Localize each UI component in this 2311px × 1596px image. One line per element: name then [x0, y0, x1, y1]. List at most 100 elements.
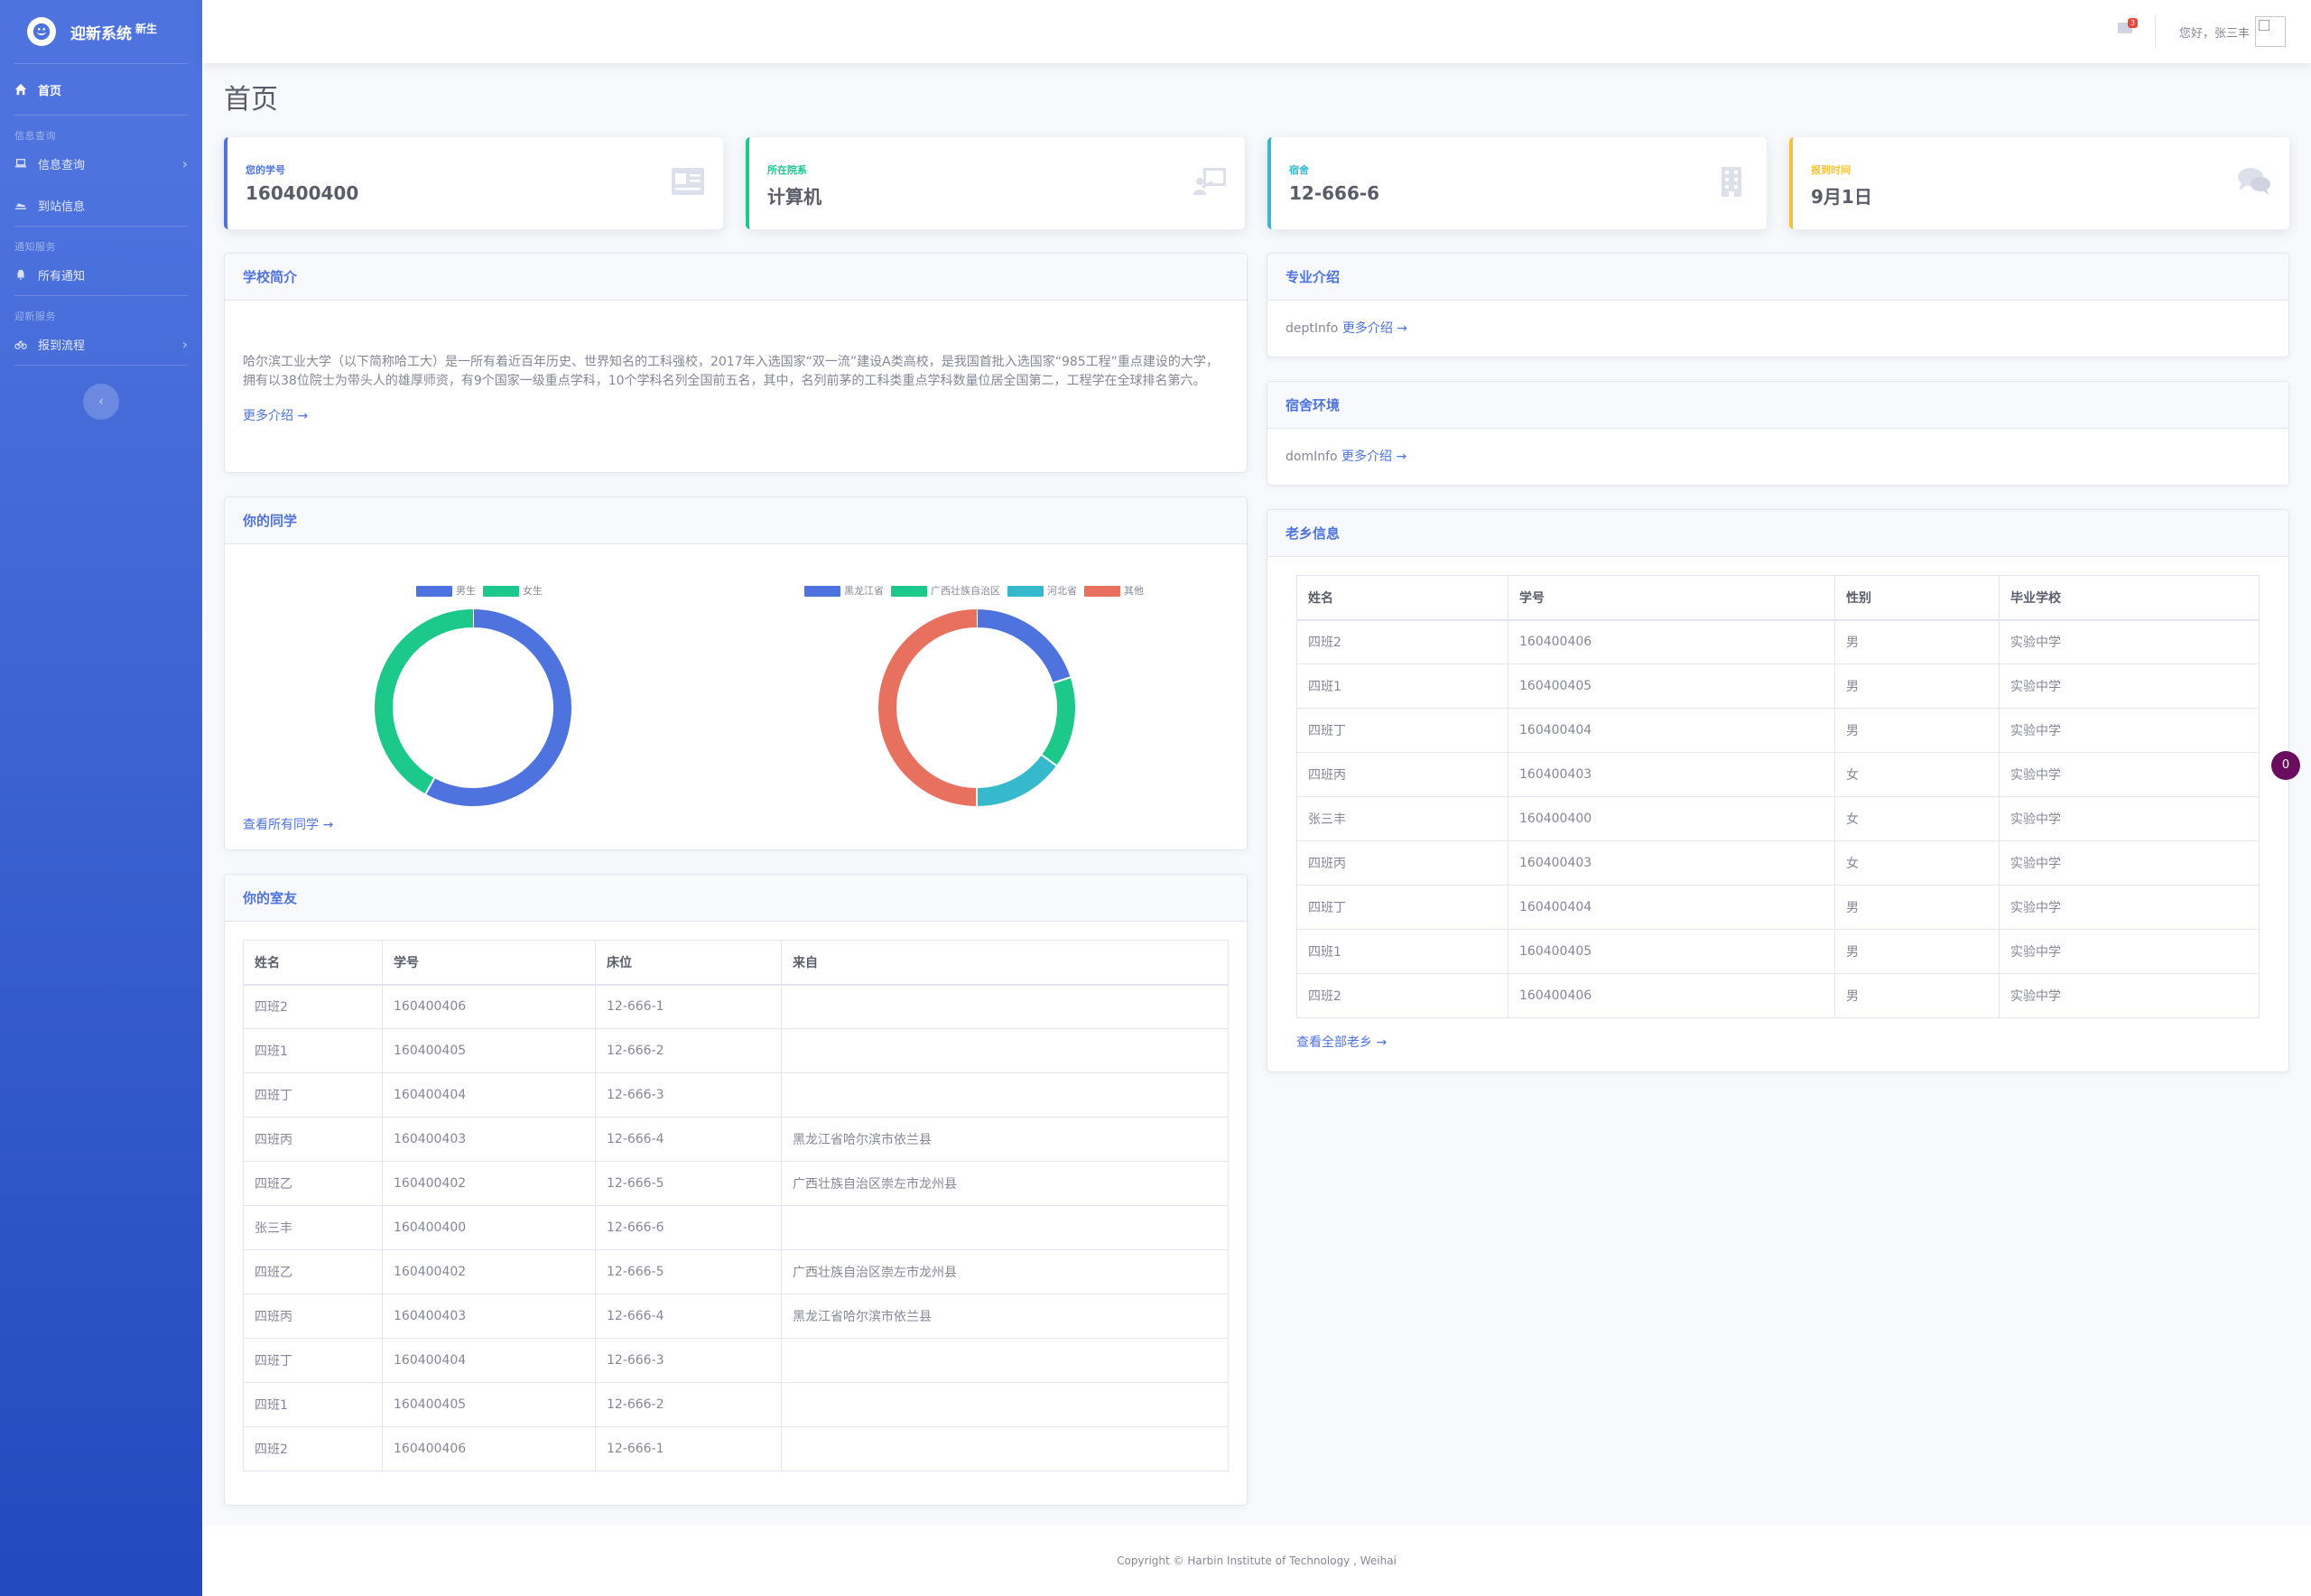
table-cell: 四班1	[1296, 929, 1508, 974]
sidebar-item-info-query[interactable]: 信息查询 ›	[0, 143, 202, 184]
table-row: 四班乙 160400402 12-666-5 广西壮族自治区崇左市龙州县	[243, 1161, 1229, 1206]
table-cell: 四班丁	[1296, 885, 1508, 930]
stat-value: 160400400	[246, 182, 359, 204]
table-cell	[781, 1382, 1229, 1427]
column-header: 学号	[1508, 575, 1835, 621]
legend-label: 河北省	[1047, 585, 1077, 597]
table-cell: 160400403	[382, 1117, 596, 1162]
stat-value: 12-666-6	[1289, 182, 1380, 204]
plane-icon	[14, 199, 32, 211]
table-row: 四班丁 160400404 12-666-3	[243, 1072, 1229, 1118]
table-cell: 四班2	[243, 984, 383, 1029]
table-cell: 四班丁	[243, 1338, 383, 1383]
major-intro-more-link[interactable]: 更多介绍 →	[1341, 321, 1408, 336]
legend-label: 黑龙江省	[844, 585, 884, 597]
legend-item[interactable]: 广西壮族自治区	[891, 583, 1000, 598]
table-cell: 12-666-5	[595, 1249, 782, 1294]
table-row: 四班2 160400406 男实验中学	[1296, 973, 2260, 1018]
donut-slice-河北省[interactable]	[976, 755, 1057, 806]
table-cell: 男	[1834, 973, 2000, 1018]
province-legend: 黑龙江省 广西壮族自治区 河北省 其他	[804, 583, 1144, 598]
school-intro-card: 学校简介 哈尔滨工业大学（以下简称哈工大）是一所有着近百年历史、世界知名的工科强…	[224, 253, 1248, 473]
donut-slice-女生[interactable]	[375, 609, 474, 794]
stat-value: 9月1日	[1811, 186, 1872, 208]
legend-item[interactable]: 男生	[416, 583, 476, 598]
table-cell: 实验中学	[1999, 796, 2260, 841]
table-cell: 160400405	[382, 1382, 596, 1427]
dorm-env-more-link[interactable]: 更多介绍 →	[1341, 450, 1407, 464]
brand-sup: 新生	[135, 22, 158, 35]
copyright-text: Copyright © Harbin Institute of Technolo…	[1117, 1554, 1397, 1567]
sidebar-item-notifications[interactable]: 所有通知	[0, 254, 202, 295]
dorm-env-text: domInfo	[1285, 450, 1338, 464]
column-header: 来自	[781, 940, 1229, 986]
table-cell: 160400403	[382, 1294, 596, 1339]
stat-card-student-id: 您的学号 160400400	[224, 137, 723, 229]
legend-item[interactable]: 其他	[1084, 583, 1144, 598]
table-cell	[781, 1028, 1229, 1073]
gender-donut-chart	[375, 609, 571, 806]
table-cell: 160400403	[1508, 752, 1835, 797]
table-cell: 男	[1834, 619, 2000, 664]
table-cell: 12-666-5	[595, 1161, 782, 1206]
donut-slice-黑龙江省[interactable]	[976, 609, 1071, 683]
sidebar-item-home[interactable]: 首页	[0, 64, 202, 115]
table-cell: 160400400	[1508, 796, 1835, 841]
table-cell: 12-666-2	[595, 1382, 782, 1427]
card-body: deptInfo 更多介绍 →	[1267, 301, 2288, 355]
main-content: 首页	[224, 63, 2289, 119]
table-row: 四班丁 160400404 男实验中学	[1296, 885, 2260, 930]
table-cell: 12-666-6	[595, 1205, 782, 1250]
school-intro-more-link[interactable]: 更多介绍 →	[243, 409, 309, 423]
donut-slice-男生[interactable]	[425, 609, 571, 806]
brand[interactable]: 迎新系统 新生	[0, 0, 202, 63]
sidebar-item-arrival[interactable]: 到站信息	[0, 184, 202, 226]
table-header-row: 姓名 学号 床位 来自	[243, 940, 1229, 986]
legend-label: 其他	[1124, 585, 1144, 597]
hometown-table: 姓名 学号 性别 毕业学校 四班2 160400406 男实验中学 四班1 160400405…	[1296, 575, 2260, 1018]
table-cell: 张三丰	[1296, 796, 1508, 841]
id-card-icon	[671, 166, 705, 197]
sidebar-item-label: 报到流程	[38, 339, 86, 353]
table-cell: 张三丰	[243, 1205, 383, 1250]
avatar[interactable]	[2255, 16, 2286, 47]
home-icon	[14, 83, 32, 96]
stat-card-registration-date: 报到时间 9月1日	[1789, 137, 2289, 229]
legend-item[interactable]: 河北省	[1007, 583, 1077, 598]
legend-item[interactable]: 黑龙江省	[804, 583, 884, 598]
table-row: 四班1 160400405 男实验中学	[1296, 929, 2260, 974]
table-cell: 160400404	[1508, 885, 1835, 930]
card-body: 哈尔滨工业大学（以下简称哈工大）是一所有着近百年历史、世界知名的工科强校，201…	[225, 301, 1247, 444]
legend-item[interactable]: 女生	[483, 583, 543, 598]
table-cell: 四班丙	[1296, 840, 1508, 886]
mail-button[interactable]: 3	[2118, 18, 2138, 33]
table-cell: 12-666-4	[595, 1117, 782, 1162]
stat-label: 宿舍	[1289, 164, 1309, 176]
donut-slice-广西壮族自治区[interactable]	[1041, 677, 1075, 766]
table-cell: 12-666-1	[595, 984, 782, 1029]
table-cell: 160400405	[1508, 929, 1835, 974]
sidebar-item-label: 信息查询	[38, 158, 86, 172]
sidebar-item-registration[interactable]: 报到流程 ›	[0, 323, 202, 365]
table-cell: 四班2	[1296, 619, 1508, 664]
sidebar-divider	[14, 365, 188, 366]
legend-label: 女生	[523, 585, 543, 597]
table-row: 四班丙 160400403 女实验中学	[1296, 752, 2260, 797]
table-row: 四班乙 160400402 12-666-5 广西壮族自治区崇左市龙州县	[243, 1249, 1229, 1294]
floating-badge[interactable]: 0	[2271, 751, 2300, 780]
sidebar-divider	[14, 63, 188, 64]
table-cell: 12-666-2	[595, 1028, 782, 1073]
legend-swatch	[416, 586, 452, 597]
table-cell: 四班1	[243, 1382, 383, 1427]
table-cell: 160400406	[1508, 619, 1835, 664]
table-cell: 男	[1834, 885, 2000, 930]
view-all-hometown-link[interactable]: 查看全部老乡 →	[1296, 1035, 1388, 1050]
table-cell: 实验中学	[1999, 885, 2260, 930]
donut-slice-其他[interactable]	[878, 609, 978, 806]
school-intro-text: 哈尔滨工业大学（以下简称哈工大）是一所有着近百年历史、世界知名的工科强校，201…	[243, 355, 1219, 388]
table-cell: 黑龙江省哈尔滨市依兰县	[781, 1117, 1229, 1162]
user-greeting[interactable]: 您好，张三丰	[2178, 27, 2250, 41]
sidebar-toggle-button[interactable]: ‹	[83, 384, 119, 420]
view-all-classmates-link[interactable]: 查看所有同学 →	[243, 818, 334, 832]
stat-value: 计算机	[767, 186, 821, 208]
